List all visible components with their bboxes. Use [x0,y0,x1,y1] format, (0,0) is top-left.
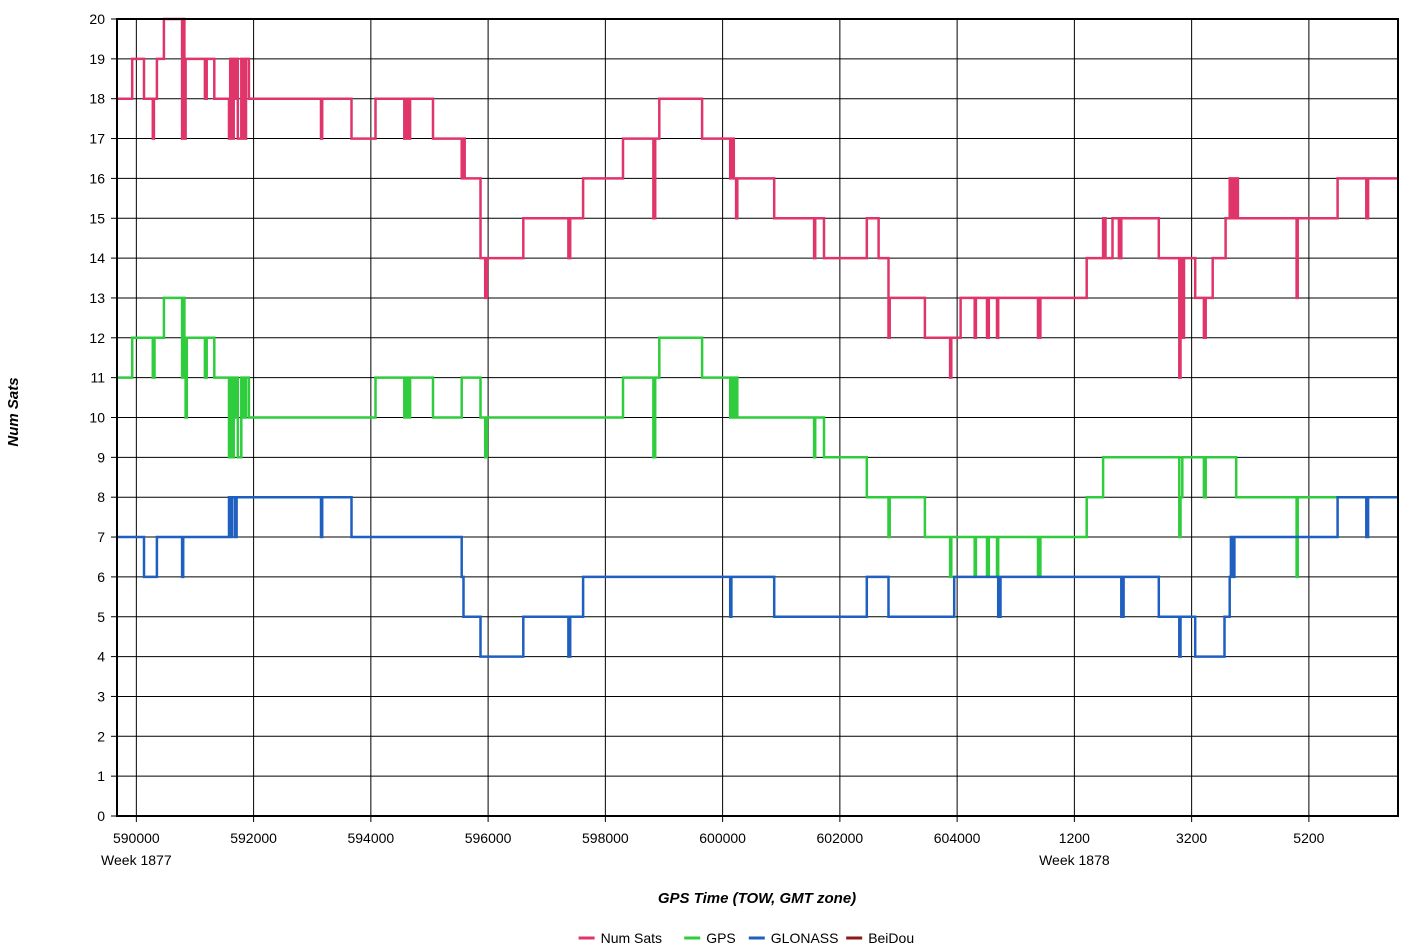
legend-label: Num Sats [601,930,662,946]
x-tick-sublabel: Week 1877 [101,852,172,868]
series-line-num-sats [117,17,1398,379]
y-tick-label: 4 [97,649,105,665]
y-tick-label: 16 [89,170,105,186]
legend: Num Sats GPS GLONASS BeiDou [578,930,914,946]
series-line-gps [117,296,1398,579]
y-tick-label: 3 [97,688,105,704]
series-layer [117,17,1398,658]
y-tick-label: 14 [89,250,105,266]
x-tick-label: 594000 [347,830,394,846]
y-tick-label: 7 [97,529,105,545]
x-tick-label: 604000 [934,830,981,846]
legend-label: GLONASS [771,930,839,946]
y-tick-label: 10 [89,410,105,426]
y-tick-label: 8 [97,489,105,505]
x-tick-label: 5200 [1293,830,1324,846]
y-tick-label: 13 [89,290,105,306]
x-tick-label: 596000 [465,830,512,846]
y-tick-label: 1 [97,768,105,784]
y-tick-label: 0 [97,808,105,824]
legend-label: GPS [706,930,736,946]
y-tick-label: 20 [89,11,105,27]
y-tick-label: 5 [97,609,105,625]
y-tick-label: 19 [89,51,105,67]
x-axis-title: GPS Time (TOW, GMT zone) [658,890,856,907]
x-axis-ticks: 590000 Week 1877 592000 594000 596000 598000 6… [101,816,1325,868]
x-tick-label: 590000 [113,830,160,846]
y-tick-label: 9 [97,449,105,465]
y-axis-title: Num Sats [5,377,22,446]
y-tick-label: 6 [97,569,105,585]
x-tick-label: 592000 [230,830,277,846]
series-line-glonass [117,495,1398,658]
y-tick-label: 11 [90,370,105,386]
x-tick-sublabel: Week 1878 [1039,852,1110,868]
y-tick-label: 12 [89,330,105,346]
x-tick-label: 1200 [1059,830,1090,846]
y-tick-label: 15 [89,210,105,226]
y-tick-label: 17 [89,131,105,147]
x-tick-label: 3200 [1176,830,1207,846]
legend-label: BeiDou [868,930,914,946]
y-tick-label: 2 [97,728,105,744]
y-tick-label: 18 [89,91,105,107]
x-tick-label: 600000 [699,830,746,846]
x-tick-label: 598000 [582,830,629,846]
x-tick-label: 602000 [817,830,864,846]
